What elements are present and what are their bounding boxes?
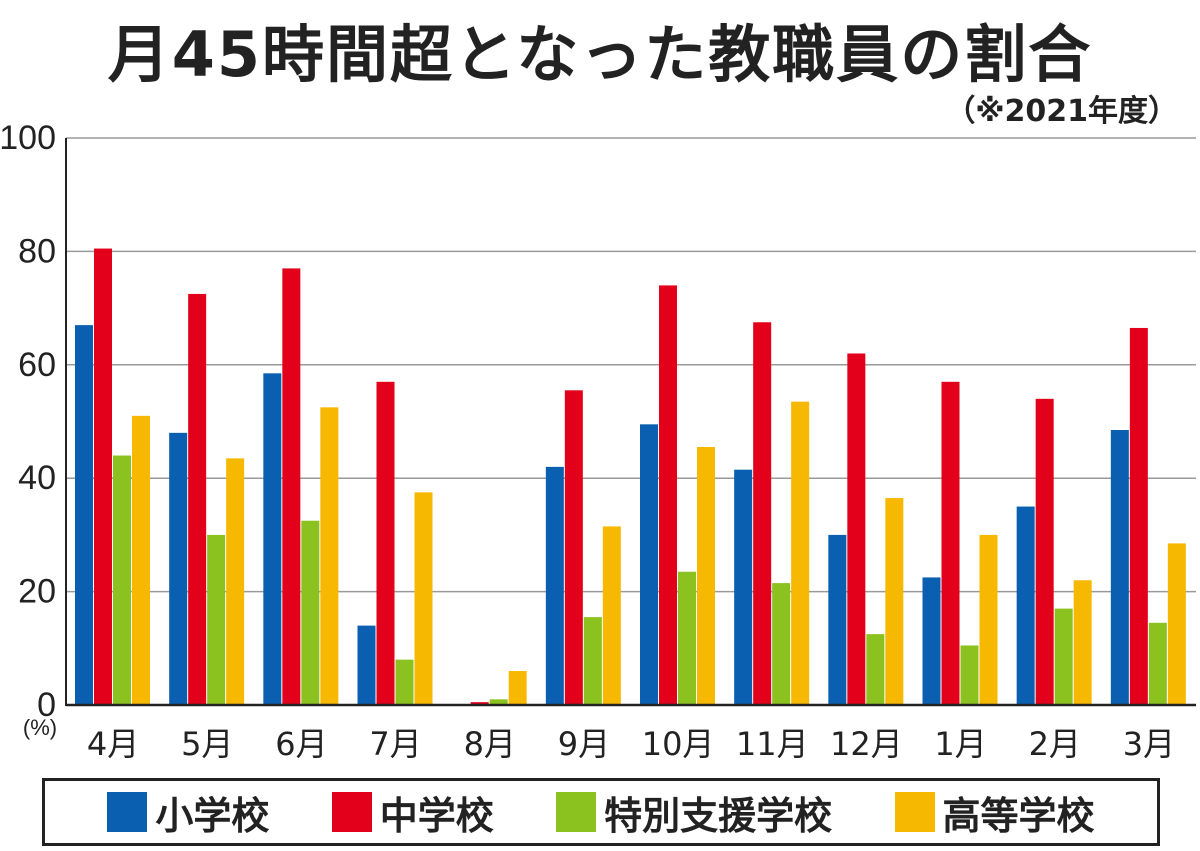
x-tick-label-4: 7月 xyxy=(369,725,421,763)
bar-1-1 xyxy=(75,325,93,705)
x-tick-label-11: 2月 xyxy=(1029,725,1081,763)
chart-subtitle: （※2021年度） xyxy=(945,94,1178,129)
bar-3-4 xyxy=(320,407,339,705)
x-tick-label-7: 10月 xyxy=(642,725,715,763)
x-tick-label-12: 3月 xyxy=(1123,725,1175,763)
x-tick-label-8: 11月 xyxy=(736,725,809,763)
x-tick-label-9: 12月 xyxy=(830,725,903,763)
bar-4-4 xyxy=(414,492,433,705)
bar-3-3 xyxy=(301,520,320,705)
bar-9-2 xyxy=(847,353,866,705)
bar-10-4 xyxy=(979,534,998,705)
bar-5-3 xyxy=(489,699,508,705)
bar-9-3 xyxy=(866,634,885,705)
bar-10-1 xyxy=(922,577,941,705)
bar-6-4 xyxy=(602,526,621,705)
legend-label-junior-high: 中学校 xyxy=(379,793,494,838)
legend-label-special-support: 特別支援学校 xyxy=(604,793,833,838)
x-tick-label-3: 6月 xyxy=(275,725,327,763)
bar-2-1 xyxy=(169,432,188,705)
bar-4-3 xyxy=(395,659,414,705)
bar-12-1 xyxy=(1110,430,1129,705)
y-axis-label: (%) xyxy=(23,715,57,740)
legend-item-high-school: 高等学校 xyxy=(894,785,1095,840)
y-tick-label-20: 20 xyxy=(18,573,56,611)
legend-label-high-school: 高等学校 xyxy=(942,793,1095,838)
bar-12-3 xyxy=(1148,622,1167,705)
bar-11-3 xyxy=(1054,608,1073,705)
y-tick-label-100: 100 xyxy=(0,119,56,157)
x-tick-label-2: 5月 xyxy=(181,725,233,763)
bar-9-4 xyxy=(885,498,904,705)
y-tick-label-40: 40 xyxy=(18,459,56,497)
bar-chart: 0 20 40 60 80 100 (%) 4月 5月 6月 7月 8月 9月 10月 11月 12月 1月 2月… xyxy=(0,119,1196,763)
legend: 小学校 中学校 特別支援学校 高等学校 xyxy=(42,778,1160,846)
bar-7-2 xyxy=(659,285,677,705)
bar-11-2 xyxy=(1035,398,1054,705)
bar-4-2 xyxy=(376,381,395,705)
y-tick-label-80: 80 xyxy=(18,232,56,270)
legend-swatch-high-school xyxy=(894,792,935,832)
x-tick-label-10: 1月 xyxy=(934,725,986,763)
bar-1-3 xyxy=(113,455,131,705)
bar-7-3 xyxy=(678,571,696,705)
legend-swatch-special-support xyxy=(556,792,597,832)
bar-1-4 xyxy=(132,415,150,705)
bar-3-1 xyxy=(263,373,282,705)
bar-10-3 xyxy=(960,645,979,705)
bar-5-4 xyxy=(508,670,527,705)
bar-2-3 xyxy=(207,534,226,705)
bar-11-4 xyxy=(1073,580,1092,705)
bar-1-2 xyxy=(94,248,112,705)
bar-8-3 xyxy=(772,583,791,705)
bar-11-1 xyxy=(1016,506,1035,705)
bar-3-2 xyxy=(282,268,301,705)
bar-8-2 xyxy=(753,322,772,705)
bar-4-1 xyxy=(357,625,376,705)
legend-item-special-support: 特別支援学校 xyxy=(556,785,832,840)
legend-item-elementary: 小学校 xyxy=(107,785,269,840)
bar-6-3 xyxy=(583,617,602,705)
bar-8-4 xyxy=(791,401,810,705)
bar-7-1 xyxy=(640,424,658,705)
x-tick-label-5: 8月 xyxy=(464,725,516,763)
bar-10-2 xyxy=(941,381,960,705)
chart-title: 月45時間超となった教職員の割合 xyxy=(107,18,1093,91)
y-tick-label-60: 60 xyxy=(18,346,56,384)
bar-7-4 xyxy=(697,447,715,705)
legend-label-elementary: 小学校 xyxy=(155,793,270,838)
bar-12-4 xyxy=(1167,543,1186,705)
bar-5-2 xyxy=(470,702,489,705)
legend-swatch-elementary xyxy=(107,792,148,832)
y-tick-label-0: 0 xyxy=(37,686,56,724)
bar-8-1 xyxy=(734,469,753,705)
x-tick-label-6: 9月 xyxy=(558,725,610,763)
bar-12-2 xyxy=(1129,327,1148,705)
bar-2-2 xyxy=(188,293,207,705)
legend-swatch-junior-high xyxy=(331,792,372,832)
bar-6-1 xyxy=(545,466,564,705)
bar-9-1 xyxy=(828,534,847,705)
x-tick-label-1: 4月 xyxy=(87,725,139,763)
legend-item-junior-high: 中学校 xyxy=(331,785,494,840)
bar-2-4 xyxy=(226,458,245,705)
bar-6-2 xyxy=(564,390,583,705)
